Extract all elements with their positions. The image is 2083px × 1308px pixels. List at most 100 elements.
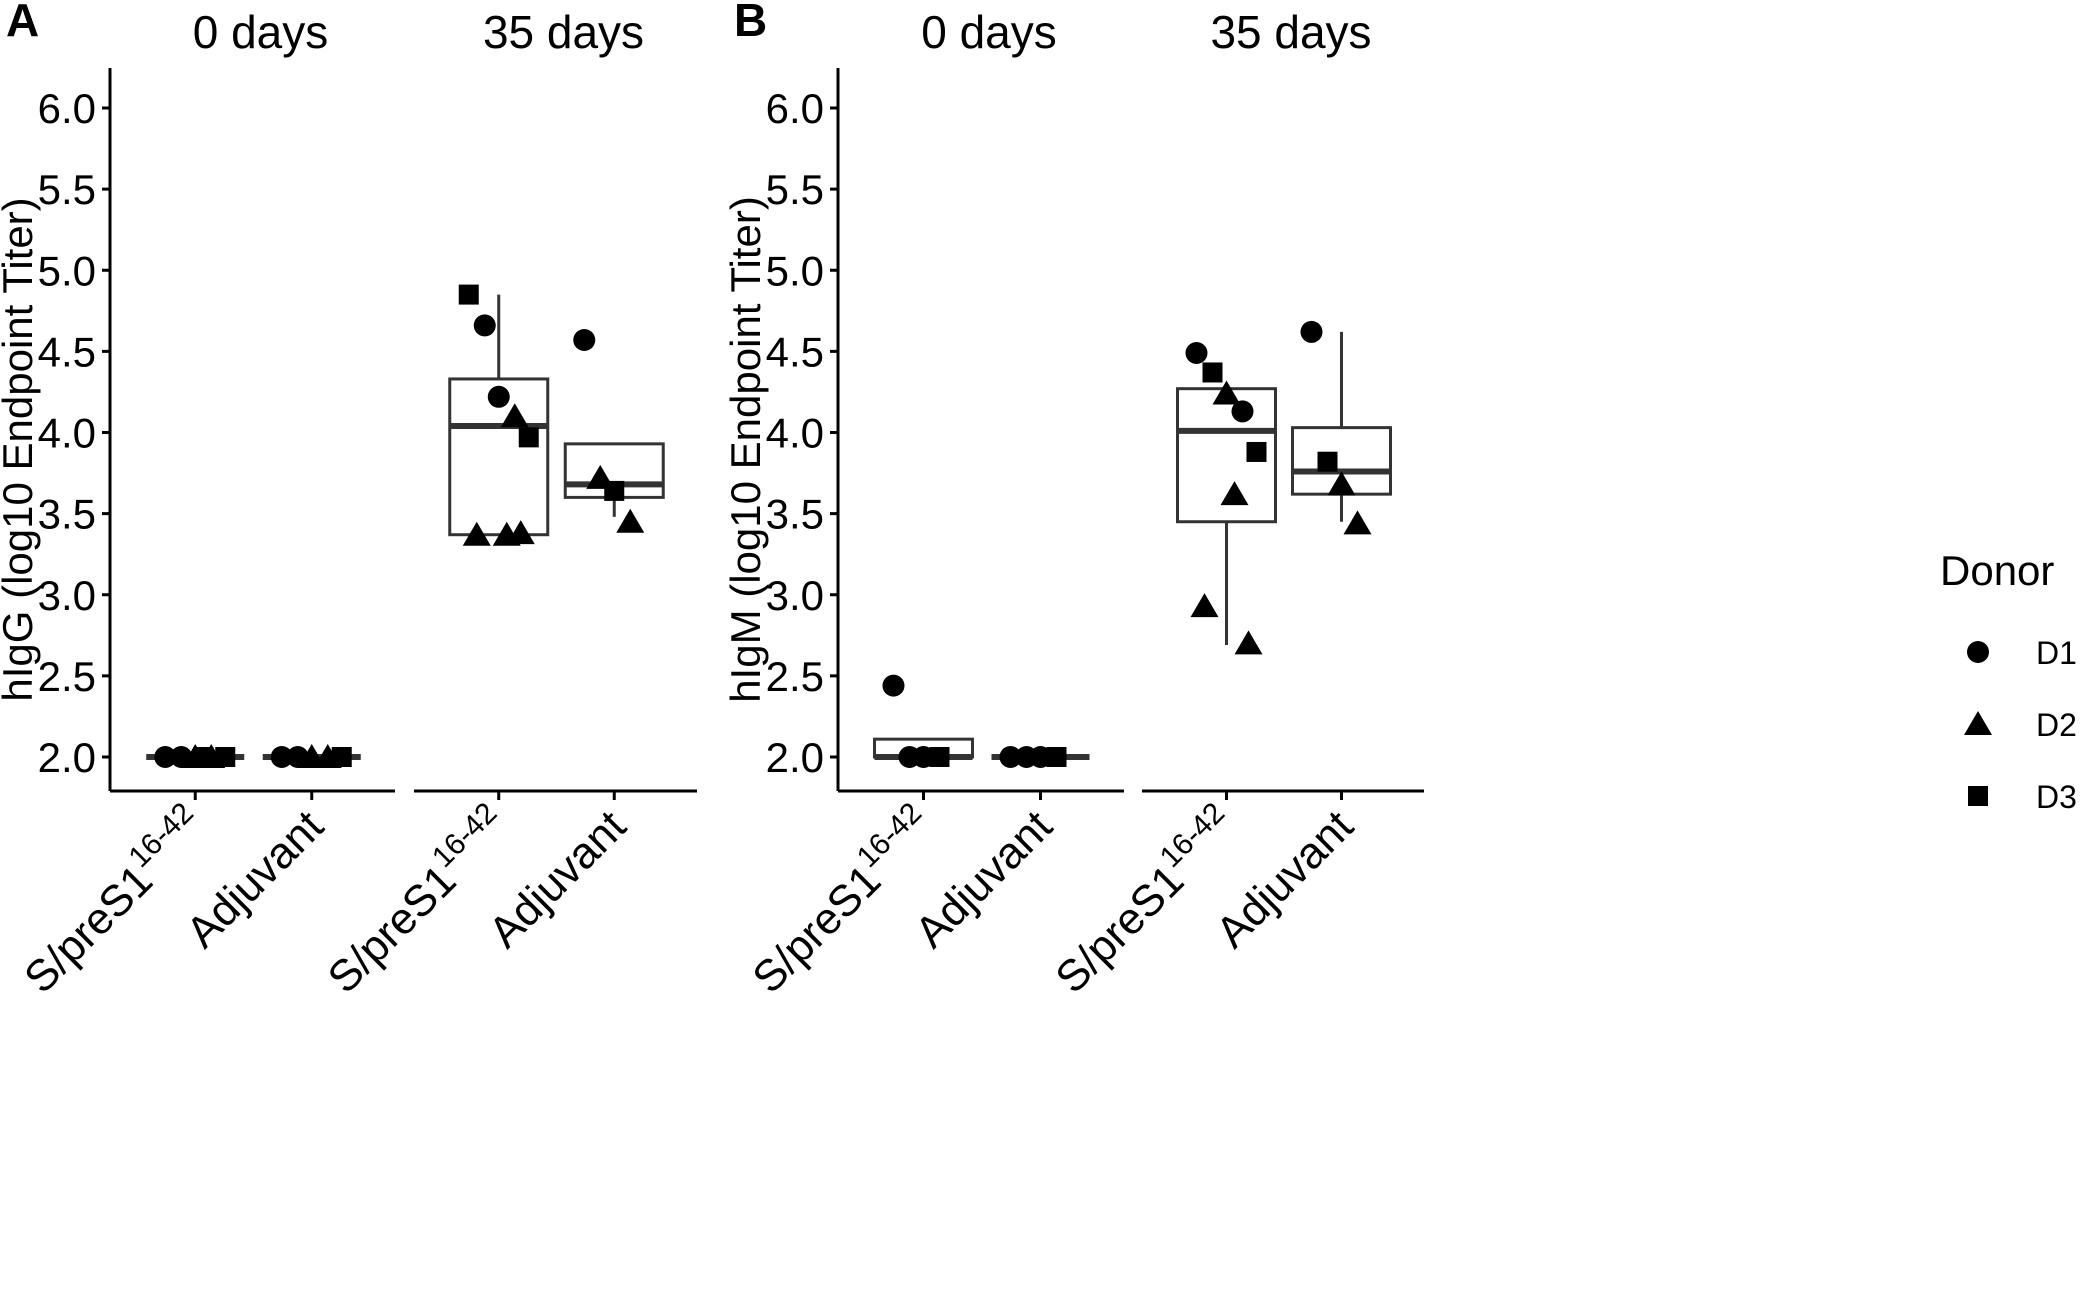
point-d1 — [473, 314, 496, 337]
y-tick-label: 2.5 — [38, 653, 96, 700]
y-tick-label: 3.5 — [766, 491, 824, 538]
facet-title: 0 days — [921, 6, 1057, 58]
point-d1 — [912, 746, 935, 768]
legend-key-triangle — [1964, 711, 1992, 735]
point-d3 — [215, 747, 236, 767]
point-d3 — [1046, 747, 1067, 767]
y-axis-title: hIgM (log10 Endpoint Titer) — [722, 196, 769, 703]
legend: Donor D1 D2 D3 — [1940, 547, 2077, 815]
point-d3 — [458, 284, 479, 305]
group-s-pres1: S/preS116-42 — [10, 744, 245, 1003]
x-category-superscript: 16-42 — [851, 796, 929, 874]
x-category-main: Adjuvant — [480, 801, 636, 957]
x-category-superscript: 16-42 — [1154, 796, 1232, 874]
point-d1 — [154, 746, 177, 768]
point-d2 — [1212, 380, 1241, 405]
y-tick-label: 5.5 — [38, 166, 96, 213]
legend-entry-d1: D1 — [1967, 635, 2077, 671]
x-category-label: Adjuvant — [480, 801, 636, 957]
y-tick-label: 3.5 — [38, 491, 96, 538]
point-d3 — [1317, 451, 1338, 472]
point-d2 — [1234, 630, 1263, 655]
y-tick-label: 2.5 — [766, 653, 824, 700]
y-tick-label: 4.5 — [766, 328, 824, 375]
point-d1 — [487, 385, 510, 408]
point-d1 — [999, 746, 1022, 768]
x-category-label: Adjuvant — [1207, 801, 1363, 957]
point-d2 — [1343, 510, 1372, 535]
panel-label: B — [734, 0, 767, 46]
x-category-label: S/preS116-42 — [314, 796, 520, 1002]
y-tick-label: 2.0 — [766, 734, 824, 781]
x-category-label: S/preS116-42 — [738, 796, 944, 1002]
point-d3 — [604, 480, 625, 501]
x-category-main: S/preS1 — [1046, 856, 1193, 1003]
point-d3 — [331, 747, 352, 767]
y-tick-label: 3.0 — [38, 572, 96, 619]
point-d2 — [506, 520, 535, 545]
facet-title: 0 days — [193, 6, 329, 58]
point-d1 — [1231, 400, 1254, 423]
legend-label: D3 — [2036, 779, 2077, 815]
x-category-superscript: 16-42 — [122, 796, 200, 874]
legend-entry-d3: D3 — [1968, 779, 2077, 815]
point-d1 — [573, 329, 596, 352]
point-d1 — [270, 746, 293, 768]
group-adjuvant: Adjuvant — [177, 744, 361, 957]
box — [448, 377, 550, 537]
point-d3 — [1246, 441, 1267, 462]
point-d3 — [518, 427, 539, 448]
legend-label: D2 — [2036, 707, 2077, 743]
y-tick-label: 5.0 — [38, 247, 96, 294]
point-d1 — [1300, 320, 1323, 343]
point-d1 — [1185, 341, 1208, 364]
x-category-label: S/preS116-42 — [1041, 796, 1247, 1002]
y-axis-title: hIgG (log10 Endpoint Titer) — [0, 197, 41, 701]
x-category-main: Adjuvant — [177, 801, 333, 957]
point-d2 — [616, 508, 645, 533]
point-d3 — [929, 747, 950, 767]
x-category-main: Adjuvant — [1207, 801, 1363, 957]
legend-label: D1 — [2036, 635, 2077, 671]
y-tick-label: 5.0 — [766, 247, 824, 294]
x-category-superscript: 16-42 — [426, 796, 504, 874]
y-tick-label: 2.0 — [38, 734, 96, 781]
point-d2 — [1190, 593, 1219, 618]
point-d2 — [1327, 471, 1356, 496]
group-adjuvant: Adjuvant — [906, 746, 1090, 957]
facet-title: 35 days — [1210, 6, 1371, 58]
x-category-main: S/preS1 — [318, 856, 465, 1003]
point-d2 — [500, 403, 529, 428]
legend-title: Donor — [1940, 547, 2054, 594]
y-tick-label: 6.0 — [38, 85, 96, 132]
y-tick-label: 5.5 — [766, 166, 824, 213]
legend-key-square — [1968, 786, 1988, 806]
point-d1 — [1029, 746, 1052, 768]
panel-label: A — [6, 0, 39, 46]
legend-entry-d2: D2 — [1964, 707, 2077, 743]
y-tick-label: 3.0 — [766, 572, 824, 619]
x-category-main: Adjuvant — [906, 801, 1062, 957]
x-category-label: Adjuvant — [906, 801, 1062, 957]
point-d1 — [882, 674, 905, 697]
y-tick-label: 4.5 — [38, 328, 96, 375]
legend-key-circle — [1967, 641, 1989, 663]
point-d3 — [1202, 362, 1223, 383]
x-category-main: S/preS1 — [743, 856, 890, 1003]
point-d2 — [1220, 481, 1249, 506]
point-d3 — [193, 747, 214, 767]
x-category-label: S/preS116-42 — [10, 796, 216, 1002]
y-tick-label: 4.0 — [38, 410, 96, 457]
point-d2 — [462, 521, 491, 546]
y-tick-label: 6.0 — [766, 85, 824, 132]
y-tick-label: 4.0 — [766, 410, 824, 457]
x-category-main: S/preS1 — [15, 856, 162, 1003]
x-category-label: Adjuvant — [177, 801, 333, 957]
facet-title: 35 days — [483, 6, 644, 58]
